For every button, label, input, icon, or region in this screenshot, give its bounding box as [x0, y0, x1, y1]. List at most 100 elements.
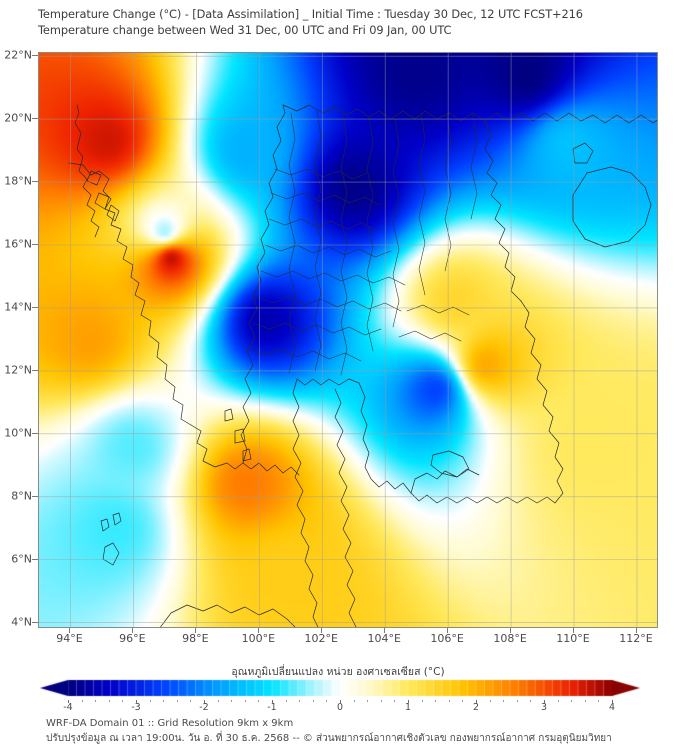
- colorbar-tick-label: 2: [472, 702, 480, 713]
- x-axis-tick-label: 96°E: [119, 632, 146, 645]
- colorbar-minor-tick: [503, 700, 505, 702]
- colorbar-tick-mark: [544, 700, 545, 703]
- x-axis-tick-label: 106°E: [430, 632, 464, 645]
- x-axis-tick-mark: [132, 628, 134, 633]
- x-axis-tick-mark: [635, 628, 637, 633]
- colorbar-minor-tick: [421, 700, 423, 702]
- y-axis-tick-label: 12°N: [4, 363, 32, 377]
- colorbar-minor-tick: [122, 700, 124, 702]
- x-axis-tick-label: 98°E: [182, 632, 209, 645]
- y-axis-tick-mark: [32, 369, 38, 371]
- colorbar-tick-label: 3: [540, 702, 548, 713]
- y-axis-tick-mark: [32, 244, 38, 245]
- colorbar-minor-tick: [108, 700, 110, 702]
- colorbar-minor-tick: [394, 700, 396, 702]
- colorbar-title: อุณหภูมิเปลี่ยนแปลง หน่วย องศาเซลเซียส (…: [231, 666, 445, 678]
- colorbar-tick-mark: [272, 700, 273, 703]
- colorbar-minor-tick: [530, 700, 532, 702]
- colorbar-tick-label: 4: [608, 702, 616, 713]
- x-axis-tick-mark: [510, 628, 512, 633]
- colorbar-tick-label: 0: [336, 702, 344, 713]
- map-plot-area[interactable]: [38, 52, 658, 628]
- colorbar-minor-tick: [516, 700, 518, 702]
- colorbar-minor-tick: [231, 700, 233, 702]
- y-axis-tick-label: 20°N: [4, 111, 32, 125]
- colorbar-minor-tick: [598, 700, 600, 702]
- temperature-change-field: [39, 53, 657, 627]
- colorbar-minor-tick: [312, 700, 314, 702]
- colorbar-minor-tick: [557, 700, 559, 702]
- y-axis-tick-label: 18°N: [4, 174, 32, 188]
- page-title: Temperature Change (°C) - [Data Assimila…: [38, 7, 583, 21]
- x-axis-tick-label: 102°E: [304, 632, 338, 645]
- colorbar-minor-tick: [258, 700, 260, 702]
- colorbar-tick-label: -1: [267, 702, 277, 713]
- colorbar-tick-label: 1: [404, 702, 412, 713]
- x-axis-tick-label: 112°E: [619, 632, 653, 645]
- map-gridlines: [39, 53, 657, 627]
- x-axis-tick-label: 110°E: [556, 632, 590, 645]
- colorbar-minor-tick: [462, 700, 464, 702]
- y-axis-tick-label: 4°N: [11, 615, 32, 629]
- chart-title-block: Temperature Change (°C) - [Data Assimila…: [38, 7, 658, 38]
- y-axis-tick-mark: [32, 621, 38, 623]
- coastline-overlay: [68, 104, 657, 627]
- x-axis-tick-mark: [447, 628, 449, 633]
- y-axis-tick-label: 10°N: [4, 426, 32, 440]
- y-axis-tick-mark: [32, 432, 38, 434]
- y-axis-tick-label: 14°N: [4, 300, 32, 314]
- colorbar-minor-tick: [217, 700, 219, 702]
- colorbar-minor-tick: [380, 700, 382, 702]
- colorbar-tick-mark: [204, 700, 205, 703]
- y-axis-tick-mark: [32, 495, 38, 497]
- y-axis-tick-mark: [32, 306, 38, 308]
- x-axis-tick-mark: [573, 628, 575, 633]
- colorbar-tick-mark: [136, 700, 137, 703]
- x-axis-tick-mark: [321, 628, 323, 633]
- y-axis-tick-label: 16°N: [4, 237, 32, 251]
- colorbar-minor-tick: [326, 700, 328, 702]
- x-axis-tick-label: 108°E: [493, 632, 527, 645]
- y-axis-tick-label: 8°N: [11, 489, 32, 503]
- colorbar[interactable]: [40, 678, 640, 700]
- y-axis-tick-label: 22°N: [4, 48, 32, 62]
- colorbar-minor-tick: [584, 700, 586, 702]
- colorbar-minor-tick: [244, 700, 246, 702]
- x-axis-tick-label: 94°E: [56, 632, 83, 645]
- colorbar-minor-tick: [571, 700, 573, 702]
- colorbar-minor-tick: [163, 700, 165, 702]
- colorbar-minor-tick: [190, 700, 192, 702]
- y-axis-tick-mark: [32, 118, 38, 120]
- footer-domain-info: WRF-DA Domain 01 :: Grid Resolution 9km …: [46, 718, 294, 729]
- colorbar-tick-mark: [68, 700, 69, 703]
- colorbar-minor-tick: [176, 700, 178, 702]
- colorbar-tick-mark: [612, 700, 613, 703]
- footer-attribution: ปรับปรุงข้อมูล ณ เวลา 19:00น. วัน อ. ที่…: [46, 732, 612, 744]
- y-axis-tick-mark: [32, 181, 38, 183]
- colorbar-minor-tick: [448, 700, 450, 702]
- colorbar-minor-tick: [149, 700, 151, 702]
- colorbar-tick-mark: [340, 700, 341, 703]
- x-axis-tick-mark: [384, 628, 386, 633]
- page-subtitle: Temperature change between Wed 31 Dec, 0…: [38, 22, 452, 37]
- colorbar-minor-tick: [95, 700, 97, 702]
- x-axis-tick-mark: [258, 628, 260, 633]
- x-axis-tick-label: 100°E: [241, 632, 276, 645]
- x-axis-tick-mark: [195, 628, 197, 633]
- colorbar-tick-label: -2: [199, 702, 209, 713]
- colorbar-tick-label: -4: [63, 702, 73, 713]
- colorbar-tick-label: -3: [131, 702, 141, 713]
- colorbar-tick-mark: [476, 700, 477, 703]
- footer-block: WRF-DA Domain 01 :: Grid Resolution 9km …: [46, 717, 666, 746]
- colorbar-minor-tick: [285, 700, 287, 702]
- y-axis-tick-mark: [32, 558, 38, 560]
- colorbar-gradient: [40, 678, 640, 700]
- x-axis-tick-label: 104°E: [367, 632, 401, 645]
- colorbar-minor-tick: [299, 700, 301, 702]
- y-axis-tick-mark: [32, 55, 38, 57]
- colorbar-tick-mark: [408, 700, 409, 703]
- y-axis-tick-label: 6°N: [11, 552, 32, 566]
- x-axis-tick-mark: [69, 628, 71, 633]
- colorbar-minor-tick: [353, 700, 355, 702]
- colorbar-minor-tick: [435, 700, 437, 702]
